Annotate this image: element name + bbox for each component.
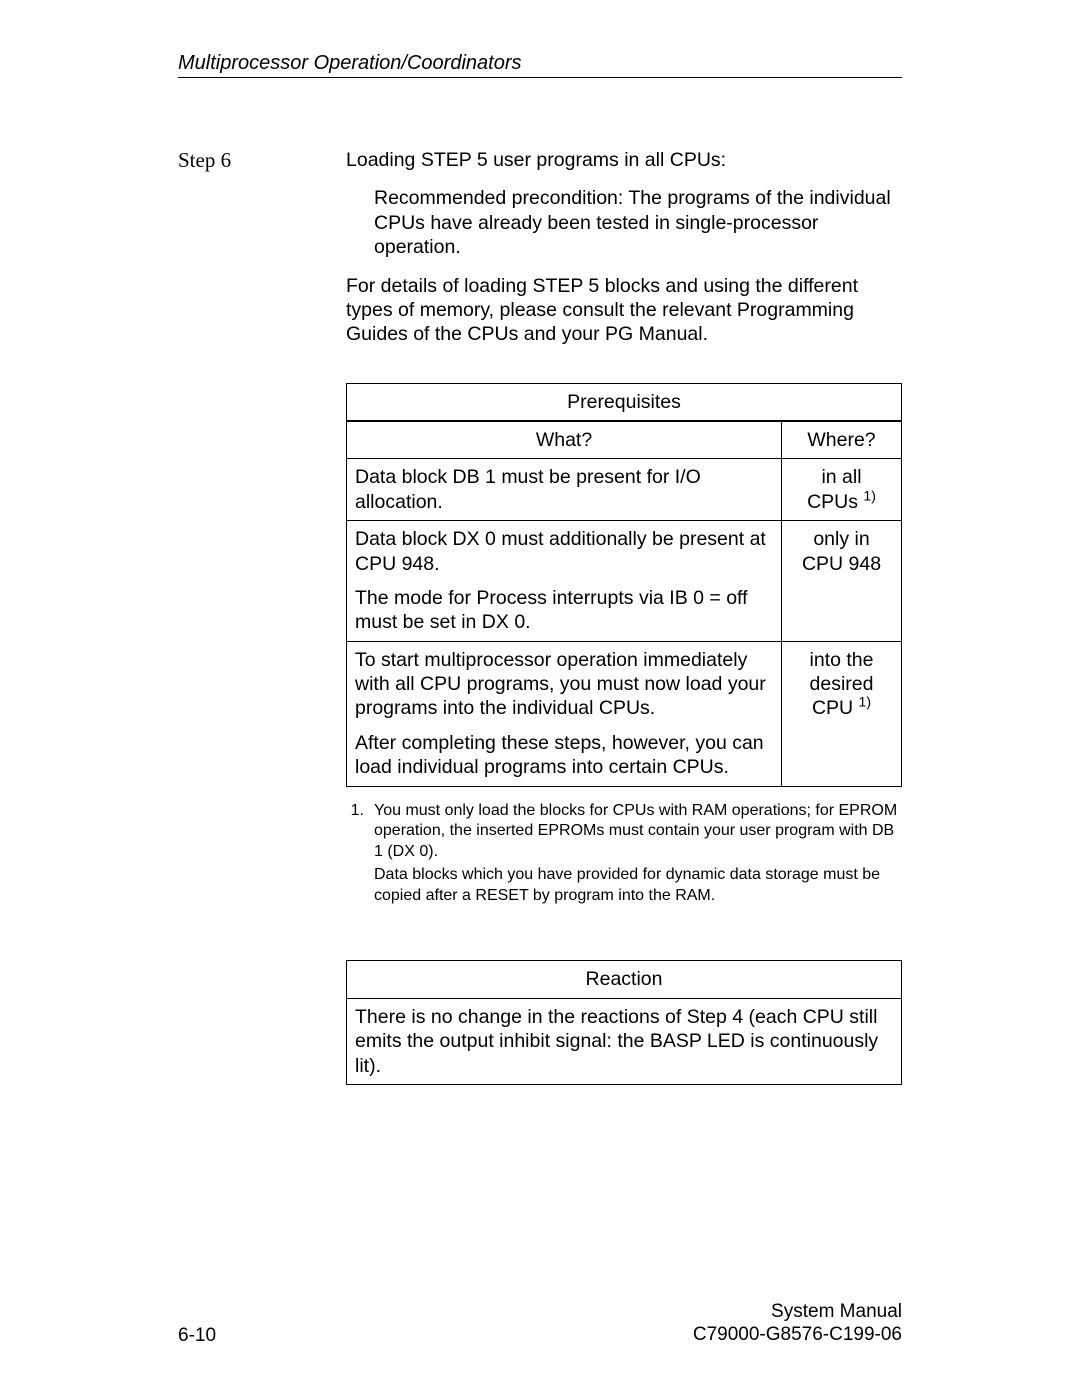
- col-header-where: Where?: [782, 421, 902, 459]
- step-label: Step 6: [178, 148, 346, 173]
- table-title-cell: Prerequisites: [347, 383, 902, 421]
- where-cell: only in CPU 948: [782, 521, 902, 642]
- text: into the: [810, 649, 874, 671]
- reaction-title-row: Reaction: [347, 961, 902, 998]
- superscript: 1): [859, 694, 871, 710]
- footnote-text: You must only load the blocks for CPUs w…: [374, 801, 902, 909]
- table-row: Data block DX 0 must additionally be pre…: [347, 521, 902, 642]
- reaction-title-cell: Reaction: [347, 961, 902, 998]
- page: Multiprocessor Operation/Coordinators St…: [0, 0, 1080, 1397]
- text: additionally: [549, 528, 647, 550]
- where-cell: into the desired CPU 1): [782, 641, 902, 786]
- intro-precondition: Recommended precondition: The programs o…: [346, 186, 902, 259]
- text: There is: [355, 1006, 431, 1028]
- table-row: To start multiprocessor operation immedi…: [347, 641, 902, 786]
- reaction-table: Reaction There is no change in the react…: [346, 960, 902, 1085]
- page-footer: 6-10 System Manual C79000-G8576-C199-06: [178, 1301, 902, 1347]
- col-header-what: What?: [347, 421, 782, 459]
- table-row: Data block DB 1 must be present for I/O …: [347, 459, 902, 521]
- text: Data block DX 0 must: [355, 528, 549, 550]
- what-cell: To start multiprocessor operation immedi…: [347, 641, 782, 786]
- footer-manual-title: System Manual: [693, 1301, 902, 1324]
- table-title-row: Prerequisites: [347, 383, 902, 421]
- text: After completing these steps, however, y…: [355, 731, 773, 780]
- text: in all: [821, 466, 861, 488]
- margin-label-column: Step 6: [178, 148, 346, 1085]
- text: Data block DB 1 must: [355, 466, 544, 488]
- reaction-body-row: There is no change in the reactions of S…: [347, 998, 902, 1084]
- footnote-number: 1: [346, 801, 364, 909]
- page-number: 6-10: [178, 1325, 216, 1347]
- text: The mode for: [355, 587, 476, 609]
- text: You must only load the blocks for CPUs w…: [374, 801, 902, 863]
- table-header-row: What? Where?: [347, 421, 902, 459]
- running-header: Multiprocessor Operation/Coordinators: [178, 52, 902, 75]
- text: no: [431, 1006, 453, 1028]
- text: CPUs: [807, 491, 863, 513]
- text: CPU: [812, 697, 859, 719]
- text: CPU 948: [802, 553, 881, 575]
- body-column: Loading STEP 5 user programs in all CPUs…: [346, 148, 902, 1085]
- reaction-body-cell: There is no change in the reactions of S…: [347, 998, 902, 1084]
- text: only in: [813, 528, 869, 550]
- what-cell: Data block DB 1 must be present for I/O …: [347, 459, 782, 521]
- text: Process interrupts via IB 0 = off: [476, 587, 747, 609]
- what-cell: Data block DX 0 must additionally be pre…: [347, 521, 782, 642]
- footnote: 1 You must only load the blocks for CPUs…: [346, 801, 902, 909]
- header-rule: [178, 77, 902, 78]
- content-area: Step 6 Loading STEP 5 user programs in a…: [178, 148, 902, 1085]
- footer-doc-id: C79000-G8576-C199-06: [693, 1324, 902, 1347]
- intro-details: For details of loading STEP 5 blocks and…: [346, 274, 902, 347]
- text: desired: [810, 673, 874, 695]
- prerequisites-table: Prerequisites What? Where? Data block DB…: [346, 383, 902, 787]
- footer-right: System Manual C79000-G8576-C199-06: [693, 1301, 902, 1347]
- text: Data blocks which you have provided for …: [374, 865, 902, 907]
- intro-line-1: Loading STEP 5 user programs in all CPUs…: [346, 148, 902, 172]
- superscript: 1): [863, 487, 875, 503]
- text: To start multiprocessor operation immedi…: [355, 648, 773, 721]
- where-cell: in all CPUs 1): [782, 459, 902, 521]
- text: must be set in DX 0.: [355, 611, 531, 633]
